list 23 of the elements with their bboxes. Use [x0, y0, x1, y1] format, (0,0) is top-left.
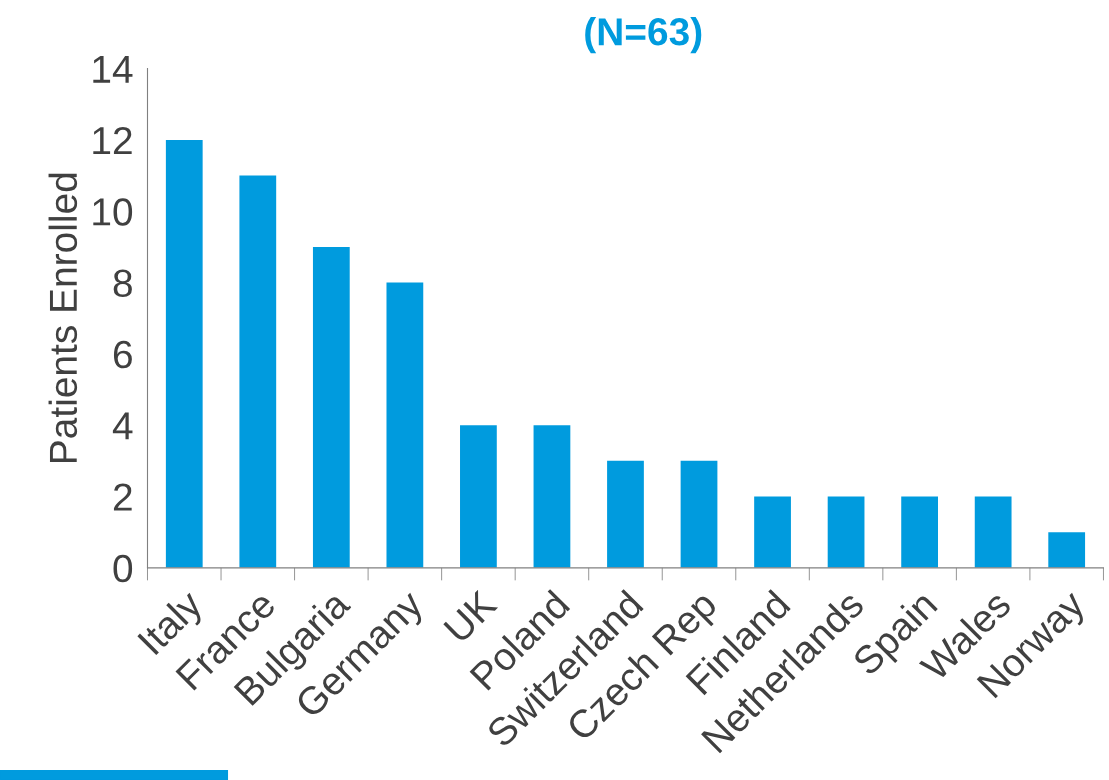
y-tick-label: 14: [93, 55, 133, 83]
y-tick-label: 6: [113, 340, 132, 369]
y-tick-label: 12: [93, 126, 132, 155]
y-tick-label: 8: [113, 269, 132, 298]
bar: [460, 425, 497, 568]
bar: [680, 460, 718, 568]
bar: [239, 175, 277, 568]
bar: [386, 282, 424, 568]
y-tick-label: 10: [93, 198, 133, 226]
chart-title: (N=63): [585, 16, 702, 54]
bar: [607, 460, 644, 568]
y-tick-label: 0: [113, 554, 133, 583]
bar: [165, 139, 203, 568]
y-tick-label: 2: [113, 483, 132, 511]
y-axis-title: Patients Enrolled: [48, 173, 78, 463]
bar: [533, 425, 571, 568]
y-tick-label: 4: [112, 412, 133, 440]
bar: [1048, 532, 1086, 568]
bar: [827, 496, 865, 568]
bar: [974, 496, 1012, 568]
bar: [901, 496, 938, 568]
bar: [312, 246, 350, 568]
bar: [754, 496, 791, 568]
